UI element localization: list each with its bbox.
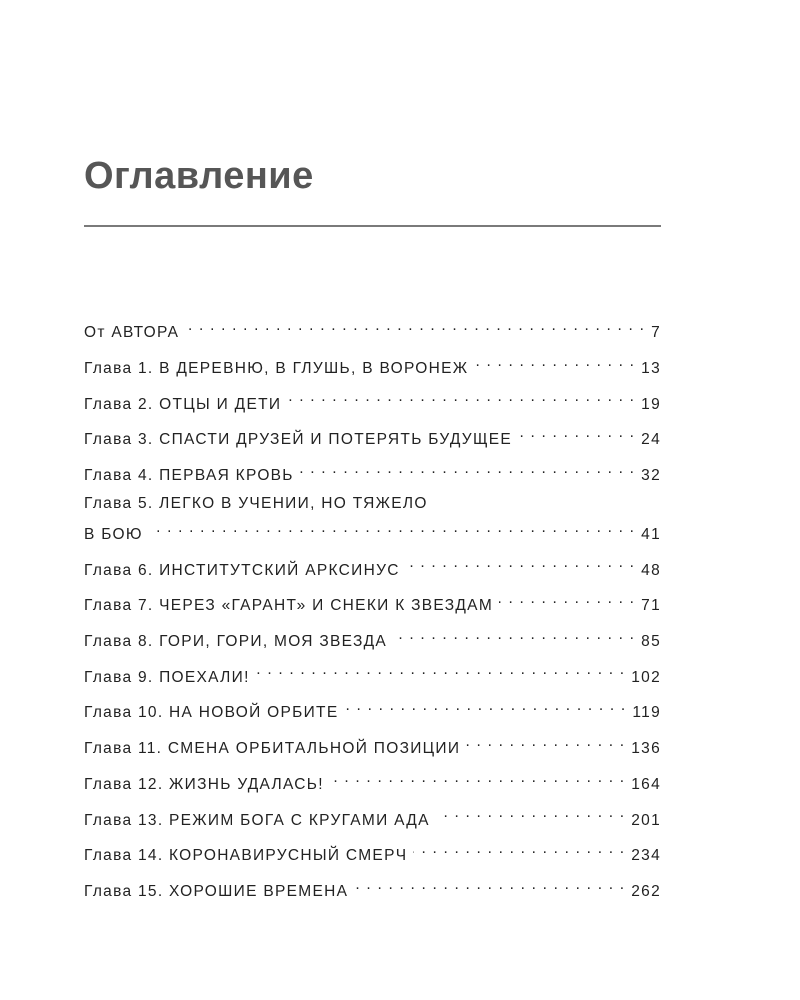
- toc-entry-page: 164: [631, 775, 661, 793]
- table-of-contents: От АВТОРА 7 Глава 1. В ДЕРЕВНЮ, В ГЛУШЬ, В…: [84, 314, 661, 908]
- toc-entry-title: Глава 7. ЧЕРЕЗ «ГАРАНТ» И СНЕКИ К ЗВЕЗДА…: [84, 597, 494, 615]
- toc-entry-title: Глава 12. ЖИЗНЬ УДАЛАСЬ!: [84, 775, 324, 793]
- toc-entry[interactable]: Глава 8. ГОРИ, ГОРИ, МОЯ ЗВЕЗДА 85: [84, 623, 661, 650]
- toc-entry-title: Глава 3. СПАСТИ ДРУЗЕЙ И ПОТЕРЯТЬ БУДУЩЕ…: [84, 431, 513, 449]
- toc-entry-title: Глава 10. НА НОВОЙ ОРБИТЕ: [84, 704, 339, 722]
- toc-entry[interactable]: Глава 5. ЛЕГКО В УЧЕНИИ, НО ТЯЖЕЛО В БОЮ 4…: [84, 492, 661, 543]
- toc-entry-page: 7: [651, 324, 661, 342]
- dot-leader: [185, 314, 645, 337]
- title-divider: [84, 225, 661, 227]
- toc-entry-page: 234: [631, 847, 661, 865]
- toc-entry[interactable]: Глава 2. ОТЦЫ И ДЕТИ 19: [84, 385, 661, 412]
- dot-leader: [518, 421, 635, 444]
- toc-entry[interactable]: Глава 13. РЕЖИМ БОГА С КРУГАМИ АДА 201: [84, 801, 661, 828]
- dot-leader: [393, 623, 635, 646]
- toc-entry-page: 32: [641, 467, 661, 485]
- toc-entry-title: Глава 11. СМЕНА ОРБИТАЛЬНОЙ ПОЗИЦИИ: [84, 740, 461, 758]
- toc-entry-page: 19: [641, 395, 661, 413]
- toc-entry[interactable]: Глава 15. ХОРОШИЕ ВРЕМЕНА 262: [84, 873, 661, 900]
- page-title: Оглавление: [84, 155, 314, 197]
- toc-entry-page: 41: [641, 526, 661, 544]
- toc-entry-title: Глава 15. ХОРОШИЕ ВРЕМЕНА: [84, 882, 349, 900]
- dot-leader: [406, 551, 635, 574]
- toc-entry-page: 13: [641, 359, 661, 377]
- toc-entry[interactable]: Глава 10. НА НОВОЙ ОРБИТЕ 119: [84, 694, 661, 721]
- toc-entry-title: Глава 1. В ДЕРЕВНЮ, В ГЛУШЬ, В ВОРОНЕЖ: [84, 359, 469, 377]
- toc-entry-title: От АВТОРА: [84, 324, 180, 342]
- dot-leader: [287, 385, 635, 408]
- dot-leader: [413, 837, 625, 860]
- dot-leader: [330, 766, 625, 789]
- toc-entry-title-continued: В БОЮ: [84, 526, 143, 544]
- toc-entry-title: Глава 8. ГОРИ, ГОРИ, МОЯ ЗВЕЗДА: [84, 633, 388, 651]
- dot-leader: [149, 516, 635, 539]
- toc-entry[interactable]: Глава 3. СПАСТИ ДРУЗЕЙ И ПОТЕРЯТЬ БУДУЩЕ…: [84, 421, 661, 448]
- dot-leader: [354, 873, 625, 896]
- toc-entry-page: 262: [631, 882, 661, 900]
- dot-leader: [344, 694, 626, 717]
- toc-entry-page: 24: [641, 431, 661, 449]
- toc-entry-title: Глава 13. РЕЖИМ БОГА С КРУГАМИ АДА: [84, 811, 430, 829]
- toc-entry-title: Глава 6. ИНСТИТУТСКИЙ АРКСИНУС: [84, 561, 400, 579]
- toc-entry-page: 48: [641, 561, 661, 579]
- toc-entry[interactable]: От АВТОРА 7: [84, 314, 661, 341]
- toc-entry[interactable]: Глава 6. ИНСТИТУТСКИЙ АРКСИНУС 48: [84, 551, 661, 578]
- toc-entry-page: 71: [641, 597, 661, 615]
- toc-entry-title: Глава 2. ОТЦЫ И ДЕТИ: [84, 395, 282, 413]
- toc-entry-title: Глава 5. ЛЕГКО В УЧЕНИИ, НО ТЯЖЕЛО: [84, 495, 428, 513]
- toc-entry-page: 85: [641, 633, 661, 651]
- toc-entry-title: Глава 4. ПЕРВАЯ КРОВЬ: [84, 467, 294, 485]
- toc-entry[interactable]: Глава 7. ЧЕРЕЗ «ГАРАНТ» И СНЕКИ К ЗВЕЗДА…: [84, 587, 661, 614]
- toc-entry[interactable]: Глава 9. ПОЕХАЛИ! 102: [84, 658, 661, 685]
- toc-entry-title: Глава 9. ПОЕХАЛИ!: [84, 668, 250, 686]
- dot-leader: [256, 658, 626, 681]
- dot-leader: [474, 350, 635, 373]
- toc-entry-page: 102: [631, 668, 661, 686]
- dot-leader: [300, 457, 635, 480]
- toc-entry-page: 201: [631, 811, 661, 829]
- toc-entry[interactable]: Глава 14. КОРОНАВИРУСНЫЙ СМЕРЧ 234: [84, 837, 661, 864]
- toc-entry[interactable]: Глава 1. В ДЕРЕВНЮ, В ГЛУШЬ, В ВОРОНЕЖ 13: [84, 350, 661, 377]
- dot-leader: [499, 587, 635, 610]
- toc-entry-page: 136: [631, 740, 661, 758]
- toc-entry[interactable]: Глава 12. ЖИЗНЬ УДАЛАСЬ! 164: [84, 766, 661, 793]
- dot-leader: [466, 730, 625, 753]
- toc-entry[interactable]: Глава 11. СМЕНА ОРБИТАЛЬНОЙ ПОЗИЦИИ 136: [84, 730, 661, 757]
- dot-leader: [436, 801, 625, 824]
- toc-entry[interactable]: Глава 4. ПЕРВАЯ КРОВЬ 32: [84, 457, 661, 484]
- toc-entry-title: Глава 14. КОРОНАВИРУСНЫЙ СМЕРЧ: [84, 847, 408, 865]
- toc-entry-page: 119: [632, 704, 661, 722]
